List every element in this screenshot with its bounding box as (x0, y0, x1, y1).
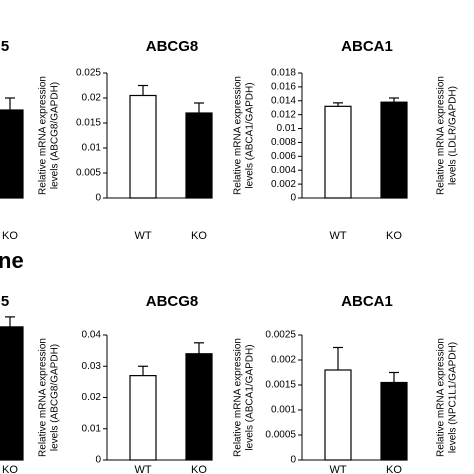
y-axis-label: Relative mRNA expression (38, 338, 49, 457)
bar (185, 353, 213, 461)
y-tick-label: 0.01 (82, 143, 102, 154)
y-axis-label: levels (LDLR/GAPDH) (448, 86, 459, 185)
x-tick-label: WT (134, 230, 151, 242)
chart-title: ABCG5 (0, 293, 9, 310)
y-axis-label: levels (ABCG8/GAPDH) (50, 82, 61, 189)
y-tick-label: 0.02 (82, 392, 102, 403)
y-tick-label: 0.002 (271, 355, 296, 366)
y-axis-label: Relative mRNA expression (233, 76, 244, 195)
x-tick-label: KO (386, 464, 402, 474)
chart-title: ABCG8 (146, 293, 199, 310)
chart-title: ABCA1 (341, 293, 393, 310)
bar (129, 375, 157, 461)
y-tick-label: 0 (290, 455, 296, 466)
chart-title: ABCA1 (341, 38, 393, 55)
y-tick-label: 0.01 (82, 423, 102, 434)
y-tick-label: 0 (290, 193, 296, 204)
y-axis-label: levels (ABCG8/GAPDH) (50, 344, 61, 451)
y-axis-label: levels (ABCA1/GAPDH) (245, 344, 256, 450)
y-tick-label: 0.008 (271, 137, 296, 148)
y-tick-label: 0.04 (82, 330, 102, 341)
y-tick-label: 0.014 (271, 95, 296, 106)
y-axis-label: levels (NPC1L1/GAPDH) (448, 342, 459, 453)
y-tick-label: 0.016 (271, 82, 296, 93)
bar (129, 94, 157, 199)
y-axis-label: Relative mRNA expression (233, 338, 244, 457)
x-tick-label: KO (2, 230, 18, 242)
bar (0, 326, 24, 461)
x-tick-label: KO (2, 464, 18, 474)
y-tick-label: 0.0015 (265, 380, 296, 391)
y-tick-label: 0.015 (76, 118, 101, 129)
y-tick-label: 0.012 (271, 109, 296, 120)
chart-title: ABCG8 (146, 38, 199, 55)
y-tick-label: 0.004 (271, 165, 296, 176)
y-tick-label: 0.006 (271, 151, 296, 162)
y-axis-label: Relative mRNA expression (436, 338, 447, 457)
y-tick-label: 0 (95, 455, 101, 466)
bar (324, 105, 352, 199)
y-tick-label: 0.025 (76, 68, 101, 79)
x-tick-label: KO (191, 230, 207, 242)
y-axis-label: Relative mRNA expression (38, 76, 49, 195)
x-tick-label: WT (329, 464, 346, 474)
y-tick-label: 0.02 (82, 93, 102, 104)
y-tick-label: 0.005 (76, 168, 101, 179)
y-tick-label: 0.002 (271, 179, 296, 190)
x-tick-label: KO (386, 230, 402, 242)
y-tick-label: 0 (95, 193, 101, 204)
y-tick-label: 0.0005 (265, 430, 296, 441)
bar (324, 369, 352, 461)
x-tick-label: WT (329, 230, 346, 242)
bar (380, 101, 408, 199)
bar (0, 109, 24, 199)
y-tick-label: 0.018 (271, 68, 296, 79)
y-tick-label: 0.03 (82, 361, 102, 372)
y-tick-label: 0.0025 (265, 330, 296, 341)
y-tick-label: 0.001 (271, 405, 296, 416)
y-axis-label: levels (ABCA1/GAPDH) (245, 82, 256, 188)
chart-title: ABCG5 (0, 38, 9, 55)
y-axis-label: Relative mRNA expression (436, 76, 447, 195)
x-tick-label: WT (134, 464, 151, 474)
bar (185, 112, 213, 199)
y-tick-label: 0.01 (277, 123, 297, 134)
x-tick-label: KO (191, 464, 207, 474)
bar (380, 381, 408, 461)
section-label: ne (0, 248, 24, 273)
